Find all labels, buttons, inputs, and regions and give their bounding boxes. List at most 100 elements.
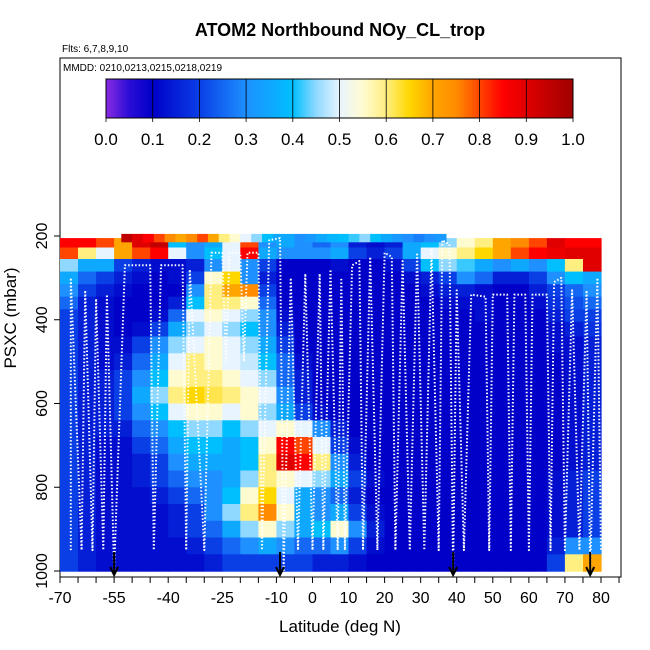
heatmap-cell — [474, 247, 494, 260]
heatmap-cell — [114, 353, 133, 371]
heatmap-cell — [276, 420, 295, 438]
heatmap-cell — [528, 470, 548, 488]
heatmap-cell — [564, 296, 584, 310]
heatmap-cell — [132, 336, 151, 354]
heatmap-cell — [114, 271, 133, 285]
heatmap-cell — [474, 370, 494, 388]
heatmap-cell — [474, 238, 494, 249]
heatmap-cell — [294, 247, 313, 260]
heatmap-cell — [474, 504, 494, 522]
heatmap-cell — [132, 537, 151, 555]
colorbar-segment — [342, 79, 346, 118]
heatmap-cell — [150, 284, 169, 298]
dates-label: MMDD: 0210,0213,0215,0218,0219 — [63, 63, 222, 74]
colorbar-segment — [118, 79, 123, 118]
colorbar-segment — [176, 79, 180, 118]
heatmap-cell — [420, 386, 440, 405]
heatmap-cell — [114, 309, 133, 323]
heatmap-cell — [276, 309, 295, 323]
colorbar-segment — [269, 79, 273, 118]
heatmap-cell — [330, 238, 350, 249]
y-tick-label: 800 — [34, 474, 51, 501]
colorbar-segment — [409, 79, 413, 118]
heatmap-cell — [186, 504, 205, 522]
colorbar-tick-label: 0.1 — [141, 130, 165, 149]
heatmap-cell — [60, 403, 79, 421]
heatmap-cell — [276, 238, 295, 249]
heatmap-cell — [384, 284, 404, 298]
heatmap-cell — [168, 470, 187, 488]
heatmap-cell — [204, 336, 223, 354]
heatmap-cell — [420, 554, 440, 572]
heatmap-cell — [366, 386, 386, 405]
heatmap-cell — [114, 336, 133, 354]
heatmap-cell — [528, 386, 548, 405]
colorbar-segment — [178, 79, 182, 118]
heatmap-cells — [60, 238, 602, 572]
heatmap-cell — [150, 386, 169, 405]
heatmap-cell — [348, 537, 368, 555]
y-tick-label: 1000 — [34, 553, 51, 589]
top-strip-cell — [305, 233, 317, 243]
colorbar-segment — [404, 79, 408, 118]
heatmap-cell — [168, 370, 187, 388]
heatmap-cell — [276, 554, 295, 572]
colorbar-segment — [432, 79, 436, 118]
top-strip-cell — [337, 233, 350, 243]
heatmap-cell — [240, 470, 259, 488]
heatmap-cell — [114, 487, 133, 505]
heatmap-cell — [330, 321, 350, 338]
colorbar-segment — [300, 79, 304, 118]
colorbar-segment — [528, 79, 532, 118]
heatmap-cell — [510, 504, 530, 522]
heatmap-cell — [204, 537, 223, 555]
colorbar-segment — [549, 79, 553, 118]
top-strip-cell — [435, 233, 447, 243]
heatmap-cell — [456, 487, 476, 505]
colorbar-segment — [144, 79, 149, 118]
colorbar-tick-label: 0.2 — [188, 130, 212, 149]
heatmap-cell — [60, 487, 79, 505]
heatmap-cell — [60, 309, 79, 323]
heatmap-cell — [150, 238, 169, 249]
colorbar-segment — [256, 79, 260, 118]
top-strip-cell — [240, 233, 252, 243]
colorbar-segment — [303, 79, 307, 118]
heatmap-cell — [60, 520, 79, 539]
heatmap-cell — [384, 420, 404, 438]
colorbar-segment — [523, 79, 527, 118]
heatmap-cell — [132, 437, 151, 455]
colorbar-segment — [425, 79, 429, 118]
colorbar-segment — [458, 79, 462, 118]
heatmap-cell — [204, 420, 223, 438]
top-strip-cell — [262, 233, 274, 243]
heatmap-cell — [546, 403, 566, 421]
colorbar-segment — [225, 79, 229, 118]
heatmap-cell — [420, 537, 440, 555]
colorbar-segment — [217, 79, 221, 118]
colorbar-segment — [339, 79, 343, 118]
heatmap-cell — [222, 453, 241, 472]
heatmap-cell — [78, 238, 97, 249]
heatmap-cell — [546, 336, 566, 354]
heatmap-cell — [474, 296, 494, 310]
heatmap-cell — [546, 321, 566, 338]
colorbar-segment — [474, 79, 478, 118]
heatmap-cell — [474, 353, 494, 371]
colorbar-segment — [414, 79, 418, 118]
colorbar-segment — [479, 79, 483, 118]
top-strip-cell — [326, 233, 339, 243]
heatmap-cell — [240, 370, 259, 388]
heatmap-cell — [330, 271, 350, 285]
heatmap-cell — [528, 259, 548, 273]
heatmap-cell — [60, 336, 79, 354]
heatmap-cell — [132, 403, 151, 421]
colorbar-segment — [240, 79, 244, 118]
heatmap-cell — [564, 520, 584, 539]
colorbar-segment — [121, 79, 125, 118]
heatmap-cell — [60, 296, 79, 310]
colorbar-segment — [295, 79, 299, 118]
colorbar-segment — [106, 79, 110, 118]
heatmap-cell — [528, 504, 548, 522]
colorbar-segment — [521, 79, 525, 118]
